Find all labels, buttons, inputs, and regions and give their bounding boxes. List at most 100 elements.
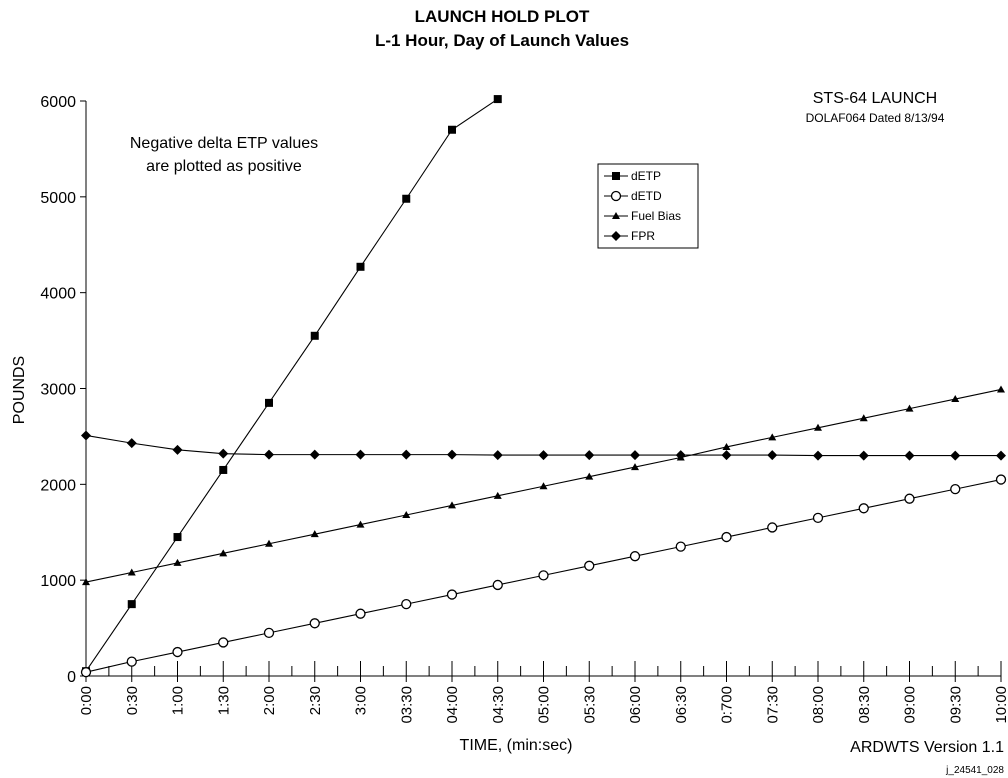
data-point-detd [904, 493, 915, 504]
series-fuel-bias [82, 385, 1005, 586]
series-detp [82, 95, 502, 676]
data-point-fuel-bias [539, 482, 548, 490]
data-point-detd [218, 637, 229, 648]
data-point-fpr [996, 450, 1006, 461]
x-tick-label: 05:30 [581, 686, 598, 724]
data-point-fuel-bias [448, 501, 456, 509]
y-axis-title: POUNDS [11, 356, 28, 424]
legend-label: dETD [631, 189, 662, 203]
data-point-detd [721, 531, 732, 543]
y-tick-label: 3000 [40, 382, 76, 399]
mission-label: STS-64 LAUNCH [813, 90, 937, 107]
x-tick-label: 07:30 [764, 686, 781, 724]
data-point-fpr [767, 450, 778, 461]
x-tick-label: 0:30 [124, 686, 141, 715]
note-line-2: are plotted as positive [146, 158, 302, 175]
data-point-detd [767, 522, 778, 533]
data-point-detp [265, 398, 273, 407]
chart-title: LAUNCH HOLD PLOT [415, 7, 590, 26]
data-point-fuel-bias [631, 463, 639, 471]
data-point-fuel-bias [859, 414, 868, 422]
data-point-detd [126, 656, 137, 667]
data-point-detd [401, 598, 412, 610]
data-point-fpr [355, 449, 366, 460]
y-tick-label: 1000 [40, 573, 76, 590]
data-point-detd [309, 618, 320, 629]
data-point-detd [584, 560, 595, 571]
x-tick-label: 06:30 [673, 686, 690, 724]
document-label: DOLAF064 Dated 8/13/94 [806, 111, 945, 125]
data-point-detp [310, 331, 319, 340]
axes: 0 1000 2000 3000 4000 5000 6000 0:00 0:30 1:00 1:3… [40, 94, 1008, 724]
data-point-fpr [218, 448, 229, 459]
data-point-detp [127, 600, 136, 609]
series-layer [80, 95, 1007, 678]
data-point-fpr [858, 450, 869, 461]
data-point-fpr [492, 450, 503, 461]
x-tick-label: 03:30 [398, 686, 415, 724]
data-point-fuel-bias [127, 568, 136, 576]
data-point-fpr [904, 450, 915, 461]
series-fpr [81, 430, 1006, 461]
data-point-detd [629, 551, 641, 562]
data-point-fpr [309, 449, 320, 460]
data-point-fpr [675, 450, 686, 461]
data-point-fpr [950, 450, 961, 461]
legend-label: FPR [631, 229, 655, 243]
legend-marker [611, 231, 621, 241]
data-point-detp [356, 262, 365, 271]
data-point-fuel-bias [768, 433, 777, 441]
legend: dETP dETD Fuel Bias FPR [597, 163, 699, 249]
data-point-detd [538, 570, 549, 581]
y-tick-label: 2000 [40, 477, 76, 494]
data-point-detp [173, 533, 182, 542]
legend-marker [610, 190, 622, 202]
data-point-fuel-bias [356, 520, 365, 528]
note-line-1: Negative delta ETP values [130, 135, 318, 152]
x-tick-label: 1:00 [170, 686, 187, 715]
data-point-detp [493, 95, 502, 104]
x-tick-label: 1:30 [215, 686, 232, 715]
data-point-detd [812, 512, 824, 524]
x-tick-label: 10:00 [993, 686, 1008, 724]
series-line-detp [85, 98, 499, 672]
data-point-fuel-bias [173, 558, 182, 566]
data-point-fpr [813, 450, 823, 461]
x-tick-label: 09:00 [902, 686, 919, 724]
version-label: ARDWTS Version 1.1 [850, 739, 1004, 756]
data-point-detd [950, 483, 961, 495]
x-tick-label: 04:00 [444, 686, 461, 724]
x-tick-label: 0:700 [719, 686, 736, 724]
data-point-fuel-bias [951, 395, 960, 403]
data-point-fpr [401, 449, 412, 460]
data-point-detd [995, 474, 1007, 485]
data-point-fuel-bias [905, 404, 914, 412]
data-point-fuel-bias [722, 442, 731, 450]
data-point-detp [402, 194, 411, 203]
data-point-fpr [721, 450, 732, 461]
data-point-fpr [447, 449, 457, 460]
x-tick-label: 2:00 [261, 686, 278, 715]
chart-subtitle: L-1 Hour, Day of Launch Values [375, 31, 629, 50]
x-tick-label: 09:30 [947, 686, 964, 724]
x-tick-label: 06:00 [627, 686, 644, 724]
data-point-fuel-bias [585, 472, 594, 480]
data-point-detd [492, 579, 503, 591]
data-point-detd [355, 608, 366, 619]
legend-label: dETP [631, 169, 661, 183]
data-point-fuel-bias [219, 549, 228, 557]
data-point-fpr [630, 450, 640, 461]
x-tick-label: 08:30 [856, 686, 873, 724]
y-tick-label: 5000 [40, 190, 76, 207]
x-tick-label: 3:00 [353, 686, 370, 715]
data-point-fuel-bias [402, 511, 411, 518]
data-point-fpr [538, 450, 549, 461]
data-point-fuel-bias [493, 491, 502, 499]
data-point-detp [448, 125, 456, 134]
x-tick-label: 04:30 [490, 686, 507, 724]
y-tick-label: 0 [67, 669, 76, 686]
x-tick-label: 08:00 [810, 686, 827, 724]
x-tick-label: 2:30 [307, 686, 324, 715]
data-point-fpr [264, 449, 274, 460]
